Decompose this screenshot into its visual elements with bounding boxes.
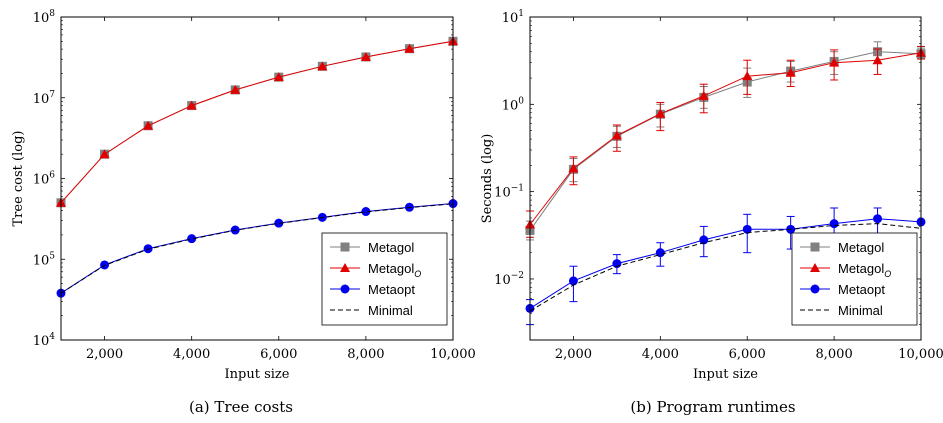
data-point-metagol-o (655, 108, 666, 118)
data-point-metagol-o (99, 149, 110, 159)
series-metagol (56, 36, 458, 208)
legend-label-metagol-o: MetagolO (368, 261, 421, 279)
x-tick-label: 4,000 (173, 347, 210, 362)
data-point-metagol-o (742, 71, 753, 81)
y-tick-label: 105 (33, 251, 56, 268)
y-tick-label: 100 (502, 96, 525, 113)
x-tick-label: 2,000 (555, 347, 592, 362)
legend: Metagol MetagolO Metaopt Minimal (321, 232, 448, 326)
data-point-metagol-o (230, 84, 241, 94)
x-axis-label: Input size (693, 367, 758, 382)
chart-caption: (b) Program runtimes (630, 398, 795, 416)
x-tick-label: 6,000 (729, 347, 766, 362)
legend-label-minimal: Minimal (838, 303, 883, 318)
legend-marker-metagol (810, 242, 820, 252)
x-tick-label: 8,000 (816, 347, 853, 362)
legend: Metagol MetagolO Metaopt Minimal (791, 232, 918, 326)
y-tick-label: 108 (33, 9, 56, 26)
y-tick-label: 107 (33, 90, 56, 107)
data-point-metaopt (187, 234, 197, 244)
series-metagol (525, 41, 926, 241)
data-point-metaopt (274, 218, 284, 228)
data-point-metagol-o (186, 100, 197, 110)
x-tick-label: 8,000 (347, 347, 384, 362)
data-point-metagol-o (568, 163, 579, 173)
series-line-metagol (529, 51, 922, 231)
data-point-metaopt (873, 214, 883, 224)
series-line-metagol-o (60, 40, 454, 204)
legend-marker-metagol-o (340, 263, 350, 272)
data-point-metagol-o (872, 55, 883, 65)
data-point-metagol-o (698, 90, 709, 100)
series-metagol-o (56, 36, 458, 207)
legend-label-metaopt: Metaopt (368, 282, 415, 297)
series-minimal (60, 203, 454, 294)
y-tick-label: 101 (502, 9, 524, 26)
data-point-metaopt (829, 219, 839, 229)
chart-panel-2: 2,000 4,000 6,000 8,000 10,000 10−2 10−1 100 101… (480, 9, 943, 416)
data-point-metagol-o (785, 67, 796, 77)
legend-label-metagol-o: MetagolO (838, 261, 891, 279)
data-point-metagol-o (317, 61, 328, 71)
data-point-metagol-o (829, 57, 840, 67)
plot-frame (60, 16, 454, 341)
plot-frame (529, 16, 922, 341)
x-tick-label: 6,000 (260, 347, 297, 362)
chart-panel-1: 2,000 4,000 6,000 8,000 10,000 104 105 106 107 10… (11, 9, 476, 416)
legend-marker-metagol-o (810, 263, 820, 272)
data-point-metagol-o (360, 51, 371, 61)
legend-marker-metaopt (340, 284, 350, 294)
y-tick-label: 106 (33, 171, 56, 188)
y-axis-label: Seconds (log) (480, 134, 495, 224)
series-line-metagol (60, 40, 454, 204)
y-tick-label: 10−1 (494, 184, 524, 201)
x-axis-label: Input size (225, 367, 290, 382)
y-axis-label: Tree cost (log) (11, 131, 26, 227)
legend-label-minimal: Minimal (368, 303, 413, 318)
legend-label-metaopt: Metaopt (838, 282, 885, 297)
legend-label-metagol: Metagol (838, 240, 884, 255)
series-line-metaopt (529, 218, 922, 309)
data-point-metaopt (699, 235, 709, 245)
series-line-minimal (529, 223, 922, 312)
data-point-metagol-o (404, 43, 415, 53)
data-point-metaopt (568, 276, 578, 286)
x-tick-label: 10,000 (898, 347, 943, 362)
legend-marker-metagol (340, 242, 350, 252)
series-minimal (529, 223, 922, 312)
y-tick-label: 104 (33, 332, 56, 349)
data-point-metaopt (742, 224, 752, 234)
data-point-metagol-o (143, 120, 154, 130)
legend-marker-metaopt (810, 284, 820, 294)
data-point-metagol-o (273, 72, 284, 82)
series-metagol-o (525, 45, 926, 238)
data-point-metaopt (361, 207, 371, 217)
chart-caption: (a) Tree costs (189, 398, 293, 416)
x-tick-label: 2,000 (86, 347, 123, 362)
legend-label-metagol: Metagol (368, 240, 414, 255)
y-tick-label: 10−2 (494, 271, 524, 288)
series-line-minimal (60, 203, 454, 294)
x-tick-label: 4,000 (642, 347, 679, 362)
series-line-metagol-o (529, 52, 922, 225)
x-tick-label: 10,000 (430, 347, 476, 362)
data-point-metagol-o (611, 130, 622, 140)
